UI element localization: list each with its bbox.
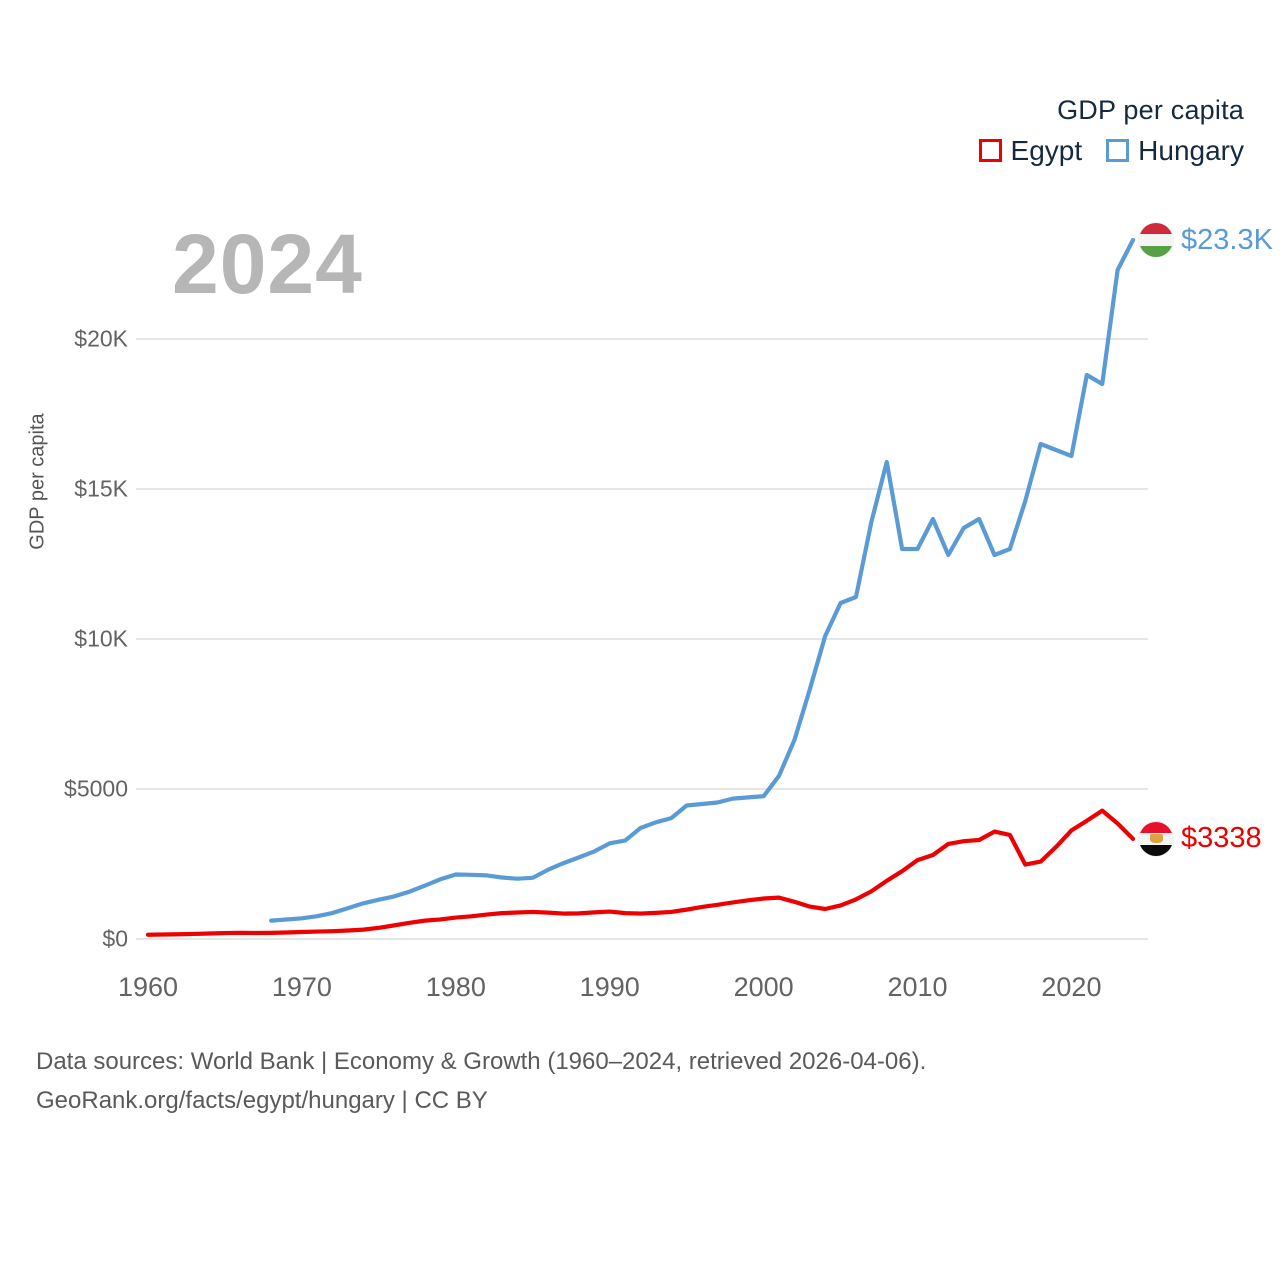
x-tick-label: 2000 [733, 972, 794, 1002]
y-tick-label: $5000 [64, 775, 128, 802]
y-tick-label: $10K [74, 625, 128, 652]
series-line-hungary [269, 237, 1136, 923]
egypt-flag-icon [1139, 821, 1173, 856]
legend-items: Egypt Hungary [978, 134, 1244, 166]
end-label-hungary: $23.3K [1139, 223, 1273, 257]
x-tick-label: 1970 [271, 972, 332, 1002]
end-label-egypt: $3338 [1139, 821, 1262, 856]
legend-item-hungary[interactable]: Hungary [1106, 134, 1244, 166]
footer-line-2: GeoRank.org/facts/egypt/hungary | CC BY [36, 1086, 488, 1114]
x-tick-label: 2020 [1041, 972, 1102, 1002]
legend-item-egypt[interactable]: Egypt [978, 134, 1083, 166]
y-tick-label: $15K [74, 475, 128, 502]
egypt-eagle-emblem [1149, 834, 1163, 844]
y-tick-label: $20K [74, 325, 128, 352]
x-tick-label: 1990 [579, 972, 640, 1002]
x-tick-label: 2010 [887, 972, 948, 1002]
x-tick-label: 1980 [425, 972, 486, 1002]
series-line-egypt [145, 808, 1136, 937]
legend-label-egypt: Egypt [1010, 134, 1083, 166]
end-value-hungary: $23.3K [1181, 223, 1273, 256]
year-watermark: 2024 [172, 217, 363, 311]
x-tick-label: 1960 [117, 972, 179, 1002]
legend-swatch-hungary [1106, 139, 1130, 163]
y-axis-title: GDP per capita [26, 413, 49, 550]
legend-swatch-egypt [978, 139, 1002, 163]
end-value-egypt: $3338 [1181, 822, 1262, 855]
chart-legend: GDP per capita Egypt Hungary [978, 95, 1244, 166]
hungary-flag-icon [1139, 223, 1173, 257]
legend-label-hungary: Hungary [1138, 134, 1244, 166]
y-tick-label: $0 [102, 925, 128, 952]
footer-line-1: Data sources: World Bank | Economy & Gro… [36, 1048, 927, 1075]
footer-sources: Data sources: World Bank | Economy & Gro… [36, 1043, 926, 1121]
legend-title: GDP per capita [1057, 95, 1244, 125]
